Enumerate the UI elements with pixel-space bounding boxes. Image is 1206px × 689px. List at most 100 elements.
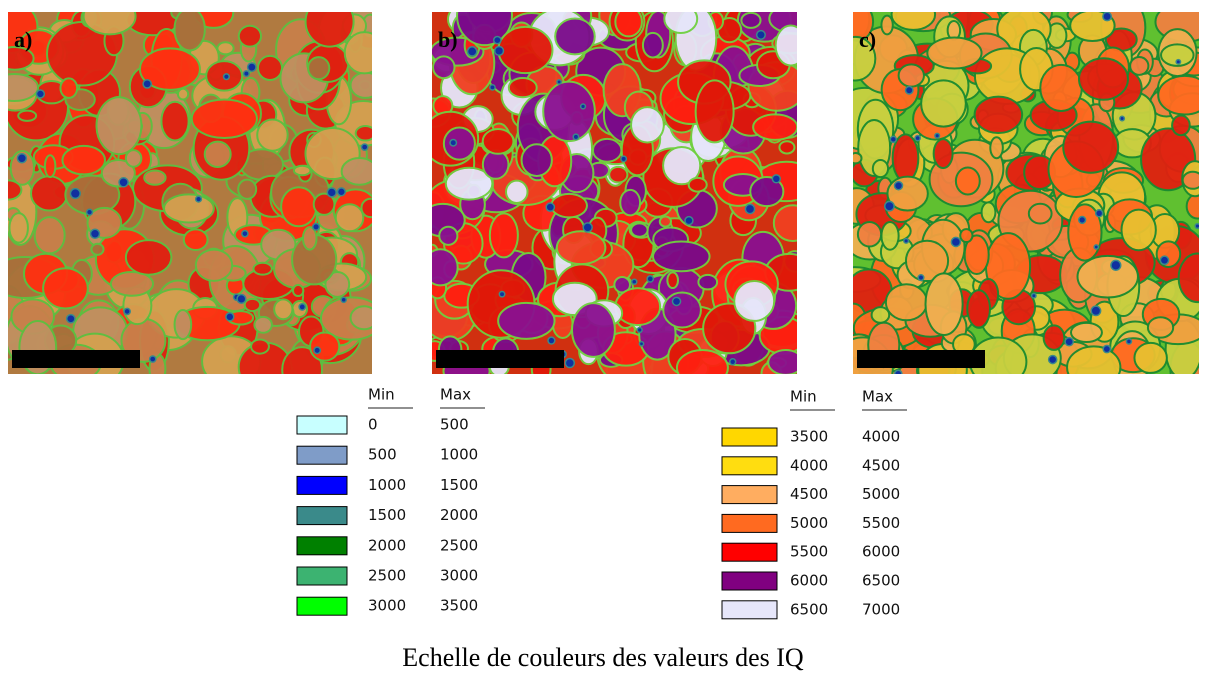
grain [550,192,588,219]
grain [507,77,538,99]
spot [1125,338,1133,345]
spot [313,346,322,355]
grain [488,212,519,259]
spot [556,79,563,85]
grain [1120,208,1157,252]
legend-max: 6000 [862,543,900,561]
grain [497,25,554,75]
spot [241,229,249,238]
grain [438,225,459,246]
legend-min: 0 [368,416,378,434]
spot [572,133,580,141]
grain [124,149,143,168]
legend-swatch [296,415,348,435]
grain [1066,345,1122,374]
spot [246,62,257,73]
grain [752,113,797,141]
grain [630,222,649,238]
legend-swatch [296,475,348,495]
spot [883,200,895,212]
grain [856,220,883,248]
grain [162,193,215,224]
grain [309,331,341,362]
grain [675,349,729,374]
grain [190,98,258,140]
grain [520,143,553,177]
grain [853,35,877,82]
grain [8,72,40,102]
grain [662,291,702,329]
panel-label: c) [859,27,876,52]
spot [1194,222,1199,230]
legend-header: Max [862,388,893,406]
legend-swatch [721,542,778,562]
spot [194,195,203,203]
grain [897,63,925,88]
legend-min: 6500 [790,600,828,618]
spot [236,293,247,305]
grain [343,31,372,75]
spot [638,340,645,347]
grain [237,178,258,200]
grain [932,138,954,170]
spot [69,187,81,200]
spot [298,303,307,311]
grain [853,151,863,165]
grain [497,301,556,340]
legend-max: 2000 [440,506,478,524]
grain [1157,74,1199,116]
scale-bar [857,350,985,368]
grain [966,289,992,329]
spot [1175,58,1182,65]
grain [243,297,262,313]
grain [591,137,623,163]
spot [312,222,321,231]
grain [772,204,797,242]
grain [1129,55,1150,76]
legend-max: 3000 [440,567,478,585]
grain [570,302,616,358]
grain [481,128,515,155]
grain [1171,114,1191,137]
grain [884,283,929,322]
grain [749,176,785,208]
grain [614,12,643,38]
spot [579,103,587,110]
micrograph [8,12,372,374]
legend-max: 3500 [440,597,478,615]
legend-max: 4500 [862,456,900,474]
grain [340,156,372,186]
legend-max: 500 [440,416,469,434]
grain [1027,202,1053,225]
legend-max: 4000 [862,428,900,446]
legend-min: 2000 [368,536,406,554]
grain [301,226,318,251]
grain [555,230,607,266]
legend-max: 5000 [862,485,900,503]
spot [118,177,129,188]
grain [697,273,719,291]
spot [489,83,496,91]
grain [652,240,711,273]
grain [959,228,974,244]
spot [148,355,157,363]
grain [1062,120,1120,174]
grain [432,55,456,80]
grain [354,125,372,142]
grain [256,54,284,82]
legend-swatch [296,566,348,586]
grain [82,12,137,36]
legend-swatch [721,600,778,620]
legend-swatch [296,536,348,556]
spot [914,134,921,142]
grain [973,95,1024,135]
caption: Echelle de couleurs des valeurs des IQ [402,643,804,672]
spot [755,29,766,40]
grain [349,71,372,99]
grain [554,17,596,56]
spot [89,228,101,239]
grain [334,203,365,233]
grain [630,106,665,144]
spot [950,236,962,248]
grain [250,338,270,355]
